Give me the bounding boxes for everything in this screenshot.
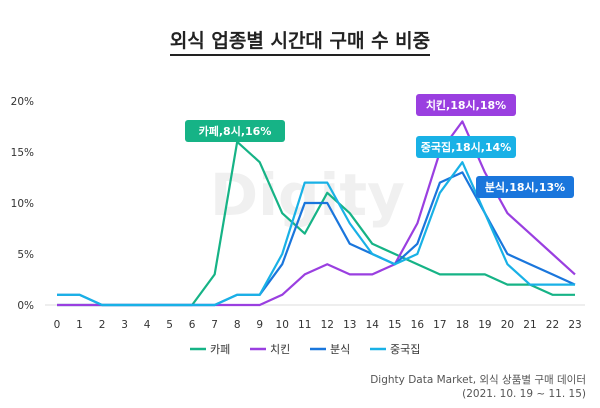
- watermark: Digity: [210, 161, 405, 229]
- annotation-box: [416, 94, 516, 116]
- x-tick-label: 20: [501, 319, 514, 331]
- x-tick-label: 22: [546, 319, 559, 331]
- x-tick-label: 3: [121, 319, 128, 331]
- x-tick-label: 13: [343, 319, 356, 331]
- x-tick-label: 7: [211, 319, 218, 331]
- x-tick-label: 9: [256, 319, 263, 331]
- annotation-label: 치킨,18시,18%: [426, 98, 506, 112]
- y-tick-label: 10%: [11, 198, 34, 210]
- x-tick-label: 17: [433, 319, 446, 331]
- x-tick-label: 12: [321, 319, 334, 331]
- legend-label: 분식: [330, 343, 350, 356]
- y-tick-label: 0%: [17, 300, 34, 312]
- legend-label: 카페: [210, 343, 230, 356]
- x-tick-label: 16: [411, 319, 425, 331]
- legend-label: 치킨: [270, 343, 290, 356]
- annotation-box: [476, 176, 574, 198]
- series-line-중국집: [57, 161, 575, 307]
- y-tick-label: 5%: [17, 249, 34, 261]
- x-tick-label: 19: [478, 319, 491, 331]
- x-tick-label: 18: [456, 319, 469, 331]
- y-tick-label: 15%: [11, 147, 34, 159]
- x-tick-label: 14: [366, 319, 380, 331]
- x-tick-label: 2: [99, 319, 106, 331]
- x-tick-label: 11: [298, 319, 311, 331]
- y-tick-label: 20%: [11, 96, 34, 108]
- annotation-label: 분식,18시,13%: [485, 180, 565, 194]
- x-tick-label: 15: [388, 319, 401, 331]
- annotation-label: 카페,8시,16%: [199, 124, 272, 138]
- x-tick-label: 10: [276, 319, 289, 331]
- legend-label: 중국집: [390, 343, 420, 356]
- x-tick-label: 4: [144, 319, 151, 331]
- x-tick-label: 6: [189, 319, 196, 331]
- x-tick-label: 1: [76, 319, 83, 331]
- annotation-box: [416, 136, 516, 158]
- source-date: (2021. 10. 19 ~ 11. 15): [462, 388, 586, 400]
- chart-title-text: 외식 업종별 시간대 구매 수 비중: [169, 30, 431, 56]
- x-tick-label: 8: [234, 319, 241, 331]
- x-tick-label: 23: [568, 319, 581, 331]
- chart-title: 외식 업종별 시간대 구매 수 비중: [0, 26, 600, 56]
- x-tick-label: 21: [523, 319, 536, 331]
- x-tick-label: 5: [166, 319, 173, 331]
- x-tick-label: 0: [54, 319, 61, 331]
- annotation-label: 중국집,18시,14%: [421, 140, 511, 154]
- source-text: Dighty Data Market, 외식 상품별 구매 데이터: [370, 374, 586, 386]
- annotation-box: [185, 120, 285, 142]
